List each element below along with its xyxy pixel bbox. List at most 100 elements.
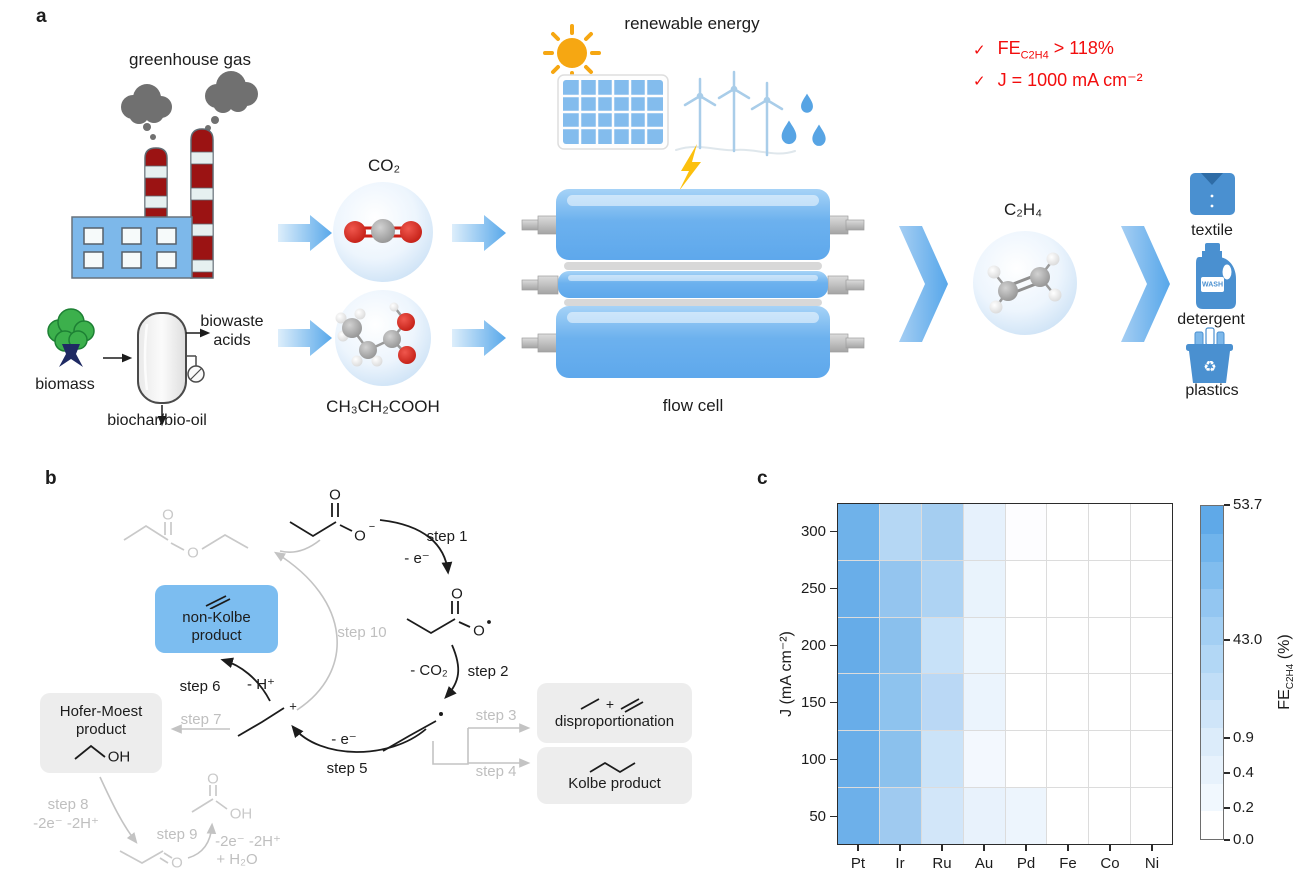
heatmap-cell-Fe-100 xyxy=(1047,731,1089,788)
ethylene-bond-icon xyxy=(205,595,230,610)
heatmap-cell-Pd-100 xyxy=(1005,731,1047,788)
heatmap-cell-Pd-200 xyxy=(1005,617,1047,674)
biomass-label: biomass xyxy=(35,376,95,393)
oxygen-atom: O xyxy=(207,771,219,788)
heatmap-cell-Pt-50 xyxy=(838,788,879,844)
y-tick-mark-250 xyxy=(830,587,837,590)
process-arrows xyxy=(103,328,211,427)
sun-icon xyxy=(543,24,601,82)
heatmap-cell-Ir-200 xyxy=(879,617,921,674)
step6-note: - H⁺ xyxy=(247,676,275,693)
reactor-icon xyxy=(137,312,205,404)
heatmap-cell-Ir-150 xyxy=(879,674,921,731)
ethyl-radical-structure xyxy=(382,712,443,752)
colorbar-tick-mark-0.2 xyxy=(1224,807,1230,809)
hofer-moest-product-box: Hofer-Moest product OH xyxy=(40,693,162,773)
y-tick-mark-100 xyxy=(830,758,837,761)
colorbar-tick-label-0.2: 0.2 xyxy=(1233,798,1254,816)
kolbe-product-box: Kolbe product xyxy=(537,747,692,804)
detergent-wash-label: WASH xyxy=(1202,282,1223,289)
non-kolbe-product-box: non-Kolbe product xyxy=(155,585,278,653)
step6-label: step 6 xyxy=(179,678,221,695)
claim-fe-text: FEC2H4 > 118% xyxy=(997,38,1114,62)
heatmap-cell-Ir-250 xyxy=(879,560,921,617)
colorbar-band-11 xyxy=(1201,811,1223,839)
x-tick-mark-Pt xyxy=(857,845,859,851)
x-tick-mark-Co xyxy=(1109,845,1111,851)
propionic-acid-molecule-icon xyxy=(335,290,431,386)
step9-label: step 9 xyxy=(156,826,198,843)
biowaste-acids-label-line2: acids xyxy=(213,332,251,349)
propionate-anion-structure: O O − xyxy=(289,487,375,545)
step3-label: step 3 xyxy=(475,707,517,724)
heatmap-cell-Co-50 xyxy=(1089,788,1131,844)
acetic-acid-structure-gray: O OH xyxy=(191,771,252,823)
detergent-jug-icon: WASH xyxy=(1196,243,1236,309)
colorbar-tick-label-43.0: 43.0 xyxy=(1233,631,1263,648)
x-tick-label-Ir: Ir xyxy=(895,855,905,872)
kolbe-product-label: Kolbe product xyxy=(568,774,661,792)
hofer-line2: product xyxy=(75,721,127,738)
check-icon: ✓ xyxy=(973,72,986,90)
chevron-right-icon-1 xyxy=(899,226,948,342)
flow-arrow-icons xyxy=(278,215,506,356)
colorbar-band-5 xyxy=(1201,644,1223,673)
co2-molecule-icon xyxy=(333,182,433,282)
oxygen-atom: O xyxy=(354,528,366,545)
x-tick-label-Ru: Ru xyxy=(932,855,952,872)
co2-label: CO₂ xyxy=(367,156,401,175)
oxygen-atom: O xyxy=(162,507,174,524)
colorbar-band-6 xyxy=(1201,672,1223,701)
oxygen-atom: O xyxy=(329,487,341,504)
y-tick-mark-300 xyxy=(830,530,837,533)
y-tick-label-100: 100 xyxy=(800,750,826,768)
non-kolbe-line2: product xyxy=(191,627,242,644)
heatmap-cell-Ru-100 xyxy=(921,731,963,788)
heatmap-cell-Ni-300 xyxy=(1131,504,1172,560)
heatmap-cell-Co-200 xyxy=(1089,617,1131,674)
heatmap-cell-Au-250 xyxy=(963,560,1005,617)
step5-label: step 5 xyxy=(326,760,368,777)
y-tick-label-150: 150 xyxy=(800,693,826,711)
y-tick-label-50: 50 xyxy=(809,807,826,825)
renewable-energy-label: renewable energy xyxy=(624,14,760,33)
heatmap-cell-Ir-50 xyxy=(879,788,921,844)
colorbar-tick-label-53.7: 53.7 xyxy=(1233,496,1263,513)
heatmap-cell-Pd-150 xyxy=(1005,674,1047,731)
y-tick-mark-200 xyxy=(830,644,837,647)
oxygen-atom: O xyxy=(171,855,183,872)
colorbar-tick-label-0.9: 0.9 xyxy=(1233,729,1254,747)
negative-charge: − xyxy=(369,521,375,533)
textile-label: textile xyxy=(1191,222,1233,239)
plastics-recycle-bin-icon: ♻ xyxy=(1186,327,1233,383)
heatmap-colorbar xyxy=(1200,505,1224,840)
step2-label: step 2 xyxy=(467,663,509,680)
x-tick-mark-Ir xyxy=(899,845,901,851)
heatmap-cell-Pt-200 xyxy=(838,617,879,674)
positive-charge: + xyxy=(289,699,297,714)
oxygen-atom: O xyxy=(187,545,199,562)
step1-label: step 1 xyxy=(426,528,468,545)
wind-turbines-icon xyxy=(675,70,796,157)
heatmap-cell-Ni-250 xyxy=(1131,560,1172,617)
heatmap-cell-Co-100 xyxy=(1089,731,1131,788)
step9-note2: + H₂O xyxy=(216,851,258,868)
chevron-right-icon-2 xyxy=(1121,226,1170,342)
heatmap-cell-Pt-150 xyxy=(838,674,879,731)
step2-note: - CO₂ xyxy=(410,662,448,679)
heatmap-cell-Ni-50 xyxy=(1131,788,1172,844)
step9-note: -2e⁻ -2H⁺ xyxy=(215,833,281,850)
butane-structure xyxy=(589,761,635,773)
recycle-icon: ♻ xyxy=(1203,359,1216,376)
x-tick-label-Ni: Ni xyxy=(1144,855,1160,872)
panel-a-label: a xyxy=(36,6,47,27)
disproportionation-label: disproportionation xyxy=(554,713,675,731)
heatmap-cell-Fe-250 xyxy=(1047,560,1089,617)
x-tick-mark-Ni xyxy=(1151,845,1153,851)
biowaste-acids-label-line1: biowaste xyxy=(200,313,264,330)
x-tick-label-Fe: Fe xyxy=(1059,855,1077,872)
hofer-line1: Hofer-Moest xyxy=(59,703,143,721)
heatmap-cell-Pt-250 xyxy=(838,560,879,617)
x-tick-label-Au: Au xyxy=(974,855,994,872)
